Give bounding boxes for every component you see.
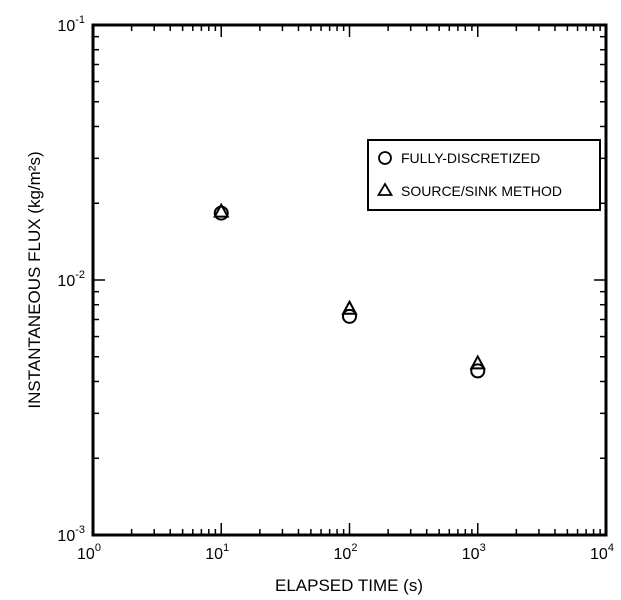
point-triangle	[469, 354, 486, 370]
point-triangle	[341, 299, 358, 315]
x-tick-label: 100	[77, 542, 101, 563]
legend-label-source-sink: SOURCE/SINK METHOD	[401, 183, 562, 199]
legend-box	[367, 139, 601, 211]
point-circle	[342, 308, 357, 324]
point-triangle	[213, 202, 230, 218]
y-axis-label: INSTANTANEOUS FLUX (kg/m²s)	[25, 151, 44, 408]
y-tick-label: 10-2	[57, 269, 85, 290]
data-points	[213, 202, 486, 379]
legend: FULLY-DISCRETIZED SOURCE/SINK METHOD	[367, 139, 601, 211]
axis-ticks	[92, 25, 606, 536]
y-tick-label: 10-1	[57, 14, 85, 35]
x-tick-labels: 100 101 102 103 104	[77, 542, 614, 563]
point-circle	[470, 363, 486, 379]
legend-label-fully-discretized: FULLY-DISCRETIZED	[401, 150, 540, 166]
plot-frame	[91, 23, 608, 537]
x-tick-label: 103	[462, 542, 486, 563]
x-axis-label: ELAPSED TIME (s)	[275, 576, 423, 595]
y-tick-labels: 10-3 10-2 10-1	[57, 14, 85, 545]
legend-triangle-marker	[376, 182, 394, 196]
legend-circle-marker	[378, 151, 392, 165]
y-tick-label: 10-3	[57, 524, 85, 545]
x-tick-label: 102	[334, 542, 358, 563]
x-tick-label: 101	[205, 542, 229, 563]
x-tick-label: 104	[590, 542, 614, 563]
